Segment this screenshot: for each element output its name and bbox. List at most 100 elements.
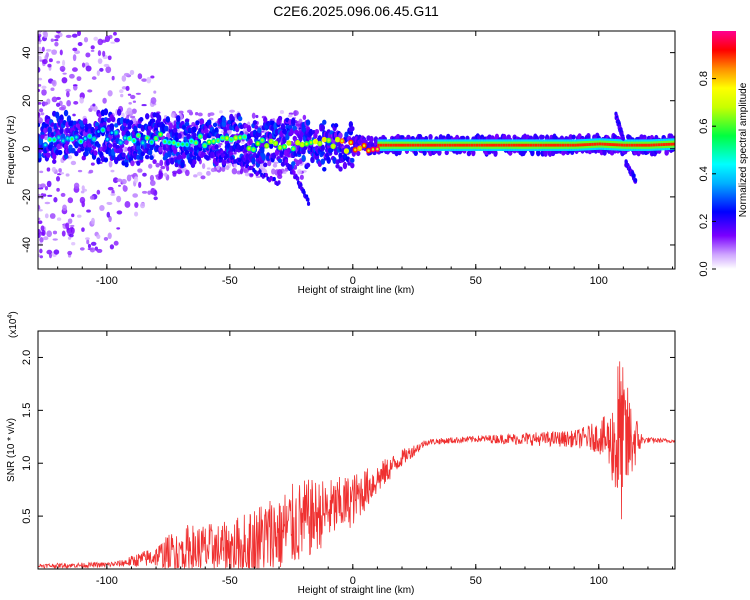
noise-blob (55, 34, 61, 39)
ridge-band-core (667, 142, 671, 146)
ridge-band-core (512, 143, 516, 147)
ridge-band-core (579, 143, 582, 147)
ridge-band-core (433, 143, 437, 147)
band-blob (460, 135, 466, 141)
band-blob (94, 121, 100, 127)
noise-blob (121, 178, 127, 185)
ridge-band-core (574, 143, 577, 147)
noise-blob (38, 117, 43, 124)
noise-blob (85, 52, 91, 58)
ridge-band-core (650, 143, 654, 147)
band-blob (530, 149, 535, 157)
noise-blob (51, 80, 56, 85)
ridge-band-core (411, 143, 415, 147)
noise-blob (46, 249, 53, 255)
ridge-band-core (429, 143, 432, 147)
noise-blob (65, 173, 70, 177)
ridge-band-core (672, 142, 675, 146)
branch-blob (289, 165, 293, 170)
band-blob (108, 143, 113, 149)
ridge-band-core (451, 143, 454, 147)
ridge-band-core (394, 143, 398, 147)
ridge-band-core (556, 143, 560, 147)
ridge-band-core (463, 143, 467, 147)
band-blob (335, 163, 340, 169)
spectrogram-panel: -100 -50 0 50 100 -40 -20 0 20 40 Height of stra… (6, 30, 676, 296)
noise-blob (121, 75, 127, 82)
noise-blob (97, 38, 104, 46)
noise-blob (79, 96, 84, 104)
snr-y-ticks: 0.5 1.0 1.5 2.0 (21, 350, 675, 524)
noise-blob (110, 41, 116, 44)
ridge-band-core (552, 143, 555, 147)
noise-blob (38, 48, 43, 56)
noise-blob (79, 196, 86, 204)
noise-blob (96, 248, 103, 253)
ridge-band-core (640, 143, 644, 147)
ridge-band-core (419, 143, 422, 147)
noise-blob (41, 229, 46, 237)
band-blob (369, 135, 374, 143)
noise-blob (138, 181, 142, 189)
ridge-bead-core (75, 135, 78, 139)
band-blob (189, 147, 194, 153)
ridge-band-core (475, 143, 479, 147)
noise-blob (44, 201, 51, 205)
spectrogram-frame (37, 30, 676, 270)
ridge-bead-core (199, 135, 202, 138)
ridge-bead-core (132, 139, 136, 142)
noise-blob (293, 164, 298, 170)
noise-blob (81, 227, 85, 232)
branch-blob (292, 170, 296, 175)
noise-blob (77, 42, 83, 47)
noise-blob (108, 160, 113, 168)
band-blob (338, 166, 343, 172)
ridge-band-core (416, 143, 420, 147)
ridge-bead-core (115, 131, 118, 134)
noise-blob (206, 167, 211, 170)
noise-blob (77, 214, 82, 218)
noise-blob (135, 92, 141, 95)
ridge-bead-core (66, 137, 69, 140)
noise-blob (170, 112, 176, 118)
ridge-bead-core (194, 141, 198, 144)
x-tick-label: 100 (590, 275, 608, 287)
noise-blob (46, 230, 52, 238)
noise-blob (46, 167, 51, 172)
branch-blob (230, 155, 234, 161)
noise-blob (39, 248, 43, 254)
noise-blob (141, 190, 148, 194)
branch-blob (299, 182, 303, 188)
noise-blob (121, 86, 127, 90)
snr-panel: -100 -50 0 50 100 0.5 1.0 1.5 2.0 Height of str… (6, 311, 676, 596)
ridge-band-core (524, 143, 528, 147)
band-blob (261, 153, 266, 161)
ridge-band-core (399, 143, 403, 147)
noise-blob (137, 73, 143, 80)
noise-blob (160, 165, 166, 170)
band-blob (130, 160, 135, 167)
noise-blob (40, 112, 45, 116)
ridge-band-core (586, 143, 590, 147)
noise-blob (65, 222, 70, 229)
band-blob (350, 157, 355, 163)
noise-blob (87, 89, 93, 93)
band-blob (114, 123, 119, 128)
noise-blob (150, 97, 157, 105)
y-tick-label: -20 (21, 189, 33, 205)
ridge-band-core (527, 143, 531, 147)
ridge-band-core (456, 143, 459, 147)
noise-blob (42, 101, 48, 106)
noise-blob (112, 177, 119, 184)
band-blob (139, 117, 144, 122)
noise-blob (114, 37, 120, 43)
ridge-bead-core (159, 133, 162, 136)
band-blob (237, 116, 243, 122)
ridge-band-core (615, 143, 619, 147)
noise-blob (72, 113, 76, 117)
ridge-band-core (559, 143, 563, 147)
band-blob (252, 120, 258, 126)
ridge-band-core (441, 143, 444, 147)
ridge-band-core (537, 143, 540, 147)
ridge-bead-core (150, 140, 153, 144)
